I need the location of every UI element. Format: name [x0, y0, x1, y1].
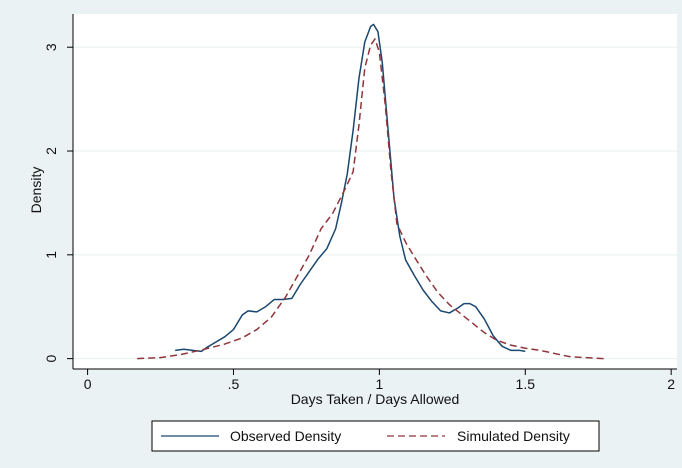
series-lines [137, 23, 605, 360]
x-tick-label: .5 [228, 376, 240, 392]
observed-density-line [175, 23, 526, 353]
plot-area [73, 14, 677, 369]
axis-ticks: 0 1 2 3 0 .5 1 1.5 2 [43, 43, 675, 392]
y-tick-label: 1 [43, 251, 59, 259]
x-tick-label: 0 [84, 376, 92, 392]
x-tick-label: 1.5 [516, 376, 536, 392]
y-axis-title: Density [28, 167, 44, 214]
simulated-density-line [137, 38, 605, 360]
x-axis-title: Days Taken / Days Allowed [291, 391, 460, 407]
x-tick-label: 2 [667, 376, 675, 392]
legend-simulated-label: Simulated Density [457, 428, 570, 444]
x-tick-label: 1 [375, 376, 383, 392]
y-tick-label: 2 [43, 147, 59, 155]
y-tick-label: 0 [43, 355, 59, 363]
y-tick-label: 3 [43, 43, 59, 51]
legend: Observed Density Simulated Density [151, 420, 600, 452]
legend-box [151, 420, 600, 452]
grid-lines [73, 46, 677, 360]
legend-observed-label: Observed Density [230, 428, 341, 444]
